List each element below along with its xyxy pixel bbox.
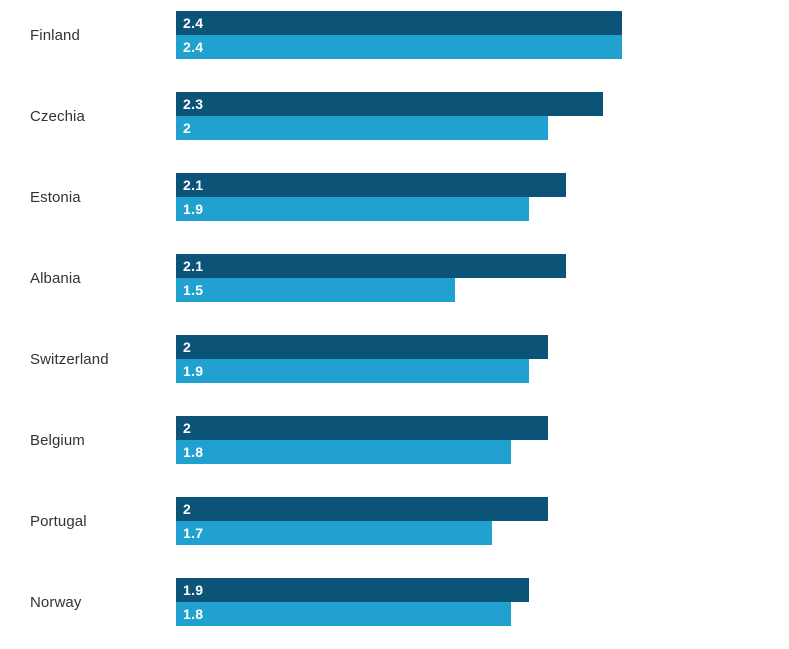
value-label: 2.4 xyxy=(183,39,204,55)
bar-top-bar: 2 xyxy=(176,497,548,521)
category-label: Czechia xyxy=(30,107,85,125)
category-label: Belgium xyxy=(30,431,85,449)
value-label: 1.8 xyxy=(183,444,204,460)
category-label: Finland xyxy=(30,26,80,44)
chart-row: Czechia 2.3 2 xyxy=(0,92,789,140)
bar-top-bar: 1.9 xyxy=(176,578,530,602)
value-label: 1.7 xyxy=(183,525,204,541)
bar-track: 2.1 1.9 xyxy=(176,173,622,221)
value-label: 2.4 xyxy=(183,15,204,31)
bar-top-bar: 2 xyxy=(176,335,548,359)
chart-row: Albania 2.1 1.5 xyxy=(0,254,789,302)
value-label: 2.3 xyxy=(183,96,204,112)
value-label: 1.9 xyxy=(183,201,204,217)
bar-bottom-bar: 1.9 xyxy=(176,197,530,221)
bar-track: 2 1.8 xyxy=(176,416,622,464)
value-label: 1.9 xyxy=(183,363,204,379)
category-label: Switzerland xyxy=(30,350,109,368)
chart-row: Switzerland 2 1.9 xyxy=(0,335,789,383)
bar-track: 2.4 2.4 xyxy=(176,11,622,59)
category-label: Norway xyxy=(30,593,82,611)
chart-row: Finland 2.4 2.4 xyxy=(0,11,789,59)
value-label: 2 xyxy=(183,420,192,436)
bar-top-bar: 2 xyxy=(176,416,548,440)
chart-row: Norway 1.9 1.8 xyxy=(0,578,789,626)
value-label: 2 xyxy=(183,339,192,355)
bar-top-bar: 2.1 xyxy=(176,254,567,278)
chart-row: Belgium 2 1.8 xyxy=(0,416,789,464)
bar-bottom-bar: 1.8 xyxy=(176,440,511,464)
value-label: 2 xyxy=(183,501,192,517)
bar-track: 1.9 1.8 xyxy=(176,578,622,626)
value-label: 2.1 xyxy=(183,177,204,193)
bar-bottom-bar: 2.4 xyxy=(176,35,622,59)
category-label: Portugal xyxy=(30,512,87,530)
value-label: 1.5 xyxy=(183,282,204,298)
chart-row: Portugal 2 1.7 xyxy=(0,497,789,545)
bar-bottom-bar: 1.5 xyxy=(176,278,455,302)
bar-top-bar: 2.1 xyxy=(176,173,567,197)
value-label: 1.9 xyxy=(183,582,204,598)
bar-bottom-bar: 2 xyxy=(176,116,548,140)
category-label: Albania xyxy=(30,269,81,287)
chart-row: Estonia 2.1 1.9 xyxy=(0,173,789,221)
bar-bottom-bar: 1.7 xyxy=(176,521,492,545)
value-label: 2.1 xyxy=(183,258,204,274)
bar-top-bar: 2.3 xyxy=(176,92,604,116)
bar-track: 2.1 1.5 xyxy=(176,254,622,302)
bar-bottom-bar: 1.8 xyxy=(176,602,511,626)
bar-track: 2 1.7 xyxy=(176,497,622,545)
value-label: 2 xyxy=(183,120,192,136)
value-label: 1.8 xyxy=(183,606,204,622)
bar-track: 2 1.9 xyxy=(176,335,622,383)
bar-bottom-bar: 1.9 xyxy=(176,359,530,383)
bar-track: 2.3 2 xyxy=(176,92,622,140)
category-label: Estonia xyxy=(30,188,81,206)
bar-top-bar: 2.4 xyxy=(176,11,622,35)
